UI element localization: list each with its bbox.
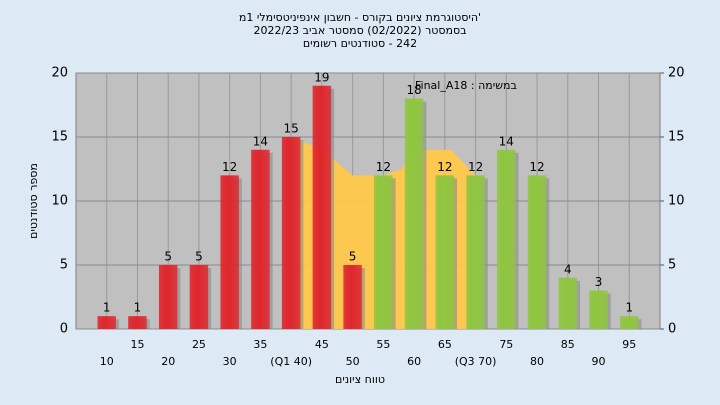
x-tick-label: 50 (346, 355, 360, 368)
y-tick-label: 20 (51, 66, 68, 81)
data-label: 5 (195, 250, 203, 264)
data-label: 4 (564, 262, 572, 276)
bar-base (343, 265, 362, 329)
data-label: 1 (625, 301, 633, 315)
data-label: 1 (103, 301, 111, 315)
data-label: 12 (468, 160, 483, 174)
data-label: 5 (349, 250, 357, 264)
bar-base (497, 149, 516, 329)
bar-base (466, 175, 485, 329)
data-label: 15 (284, 122, 299, 136)
data-label: 14 (253, 134, 268, 148)
x-tick-label: 45 (315, 338, 329, 351)
bar-base (374, 175, 393, 329)
y2-tick-label: 10 (668, 194, 685, 209)
x-tick-label: 25 (192, 338, 206, 351)
y2-tick-label: 0 (668, 322, 676, 337)
x-tick-label: 60 (407, 355, 421, 368)
bar-base (158, 265, 178, 329)
data-label: 19 (314, 70, 329, 84)
y2-tick-label: 5 (668, 258, 676, 273)
y-axis-label: מספר סטודנטים (27, 163, 40, 239)
y2-tick-label: 15 (668, 130, 685, 145)
data-label: 14 (499, 134, 514, 148)
x-axis-label: טווח ציונים (335, 373, 385, 386)
x-tick-label: 15 (130, 338, 144, 351)
annotation: במשימה : Final_A18 (415, 79, 517, 92)
bar-base (128, 316, 147, 329)
y-tick-label: 15 (51, 130, 68, 145)
bar-base (558, 277, 578, 329)
x-tick-label: 65 (438, 338, 452, 351)
bar-base (220, 175, 239, 329)
bar-base (251, 149, 270, 329)
bar-base (527, 175, 547, 329)
data-label: 1 (134, 301, 142, 315)
data-label: 3 (595, 275, 603, 289)
x-tick-label: 75 (499, 338, 513, 351)
x-tick-label: 10 (100, 355, 114, 368)
data-label: 12 (376, 160, 391, 174)
x-tick-label: 55 (376, 338, 390, 351)
x-tick-label: 20 (161, 355, 175, 368)
bar-base (589, 290, 608, 329)
x-tick-label: 95 (622, 338, 636, 351)
data-label: 5 (164, 250, 172, 264)
chart-subtitle: בסמסטר (02/2022) סמסטר אביב 2022/23 (253, 24, 466, 37)
x-tick-label: (Q1 40) (270, 355, 312, 368)
x-tick-label: 85 (561, 338, 575, 351)
data-label: 12 (529, 160, 544, 174)
x-tick-label: 35 (253, 338, 267, 351)
y-tick-label: 5 (60, 258, 68, 273)
bar-base (281, 137, 301, 329)
x-tick-label: 30 (223, 355, 237, 368)
chart-subtitle: 242 - סטודנטים רשומים (303, 37, 417, 50)
x-tick-label: (Q3 70) (455, 355, 497, 368)
bar-base (404, 98, 424, 329)
y-tick-label: 10 (51, 194, 68, 209)
data-label: 12 (222, 160, 237, 174)
y-tick-label: 0 (60, 322, 68, 337)
data-label: 18 (406, 83, 421, 97)
chart-title: 'היסטוגרמת ציונים בקורס - חשבון אינפיניט… (239, 11, 481, 24)
x-tick-label: 80 (530, 355, 544, 368)
x-tick-label: 90 (592, 355, 606, 368)
bar-base (620, 316, 639, 329)
y2-tick-label: 20 (668, 66, 685, 81)
bar-base (435, 175, 455, 329)
bar-base (312, 85, 332, 329)
bar-base (97, 316, 116, 329)
data-label: 12 (437, 160, 452, 174)
bar-base (189, 265, 209, 329)
